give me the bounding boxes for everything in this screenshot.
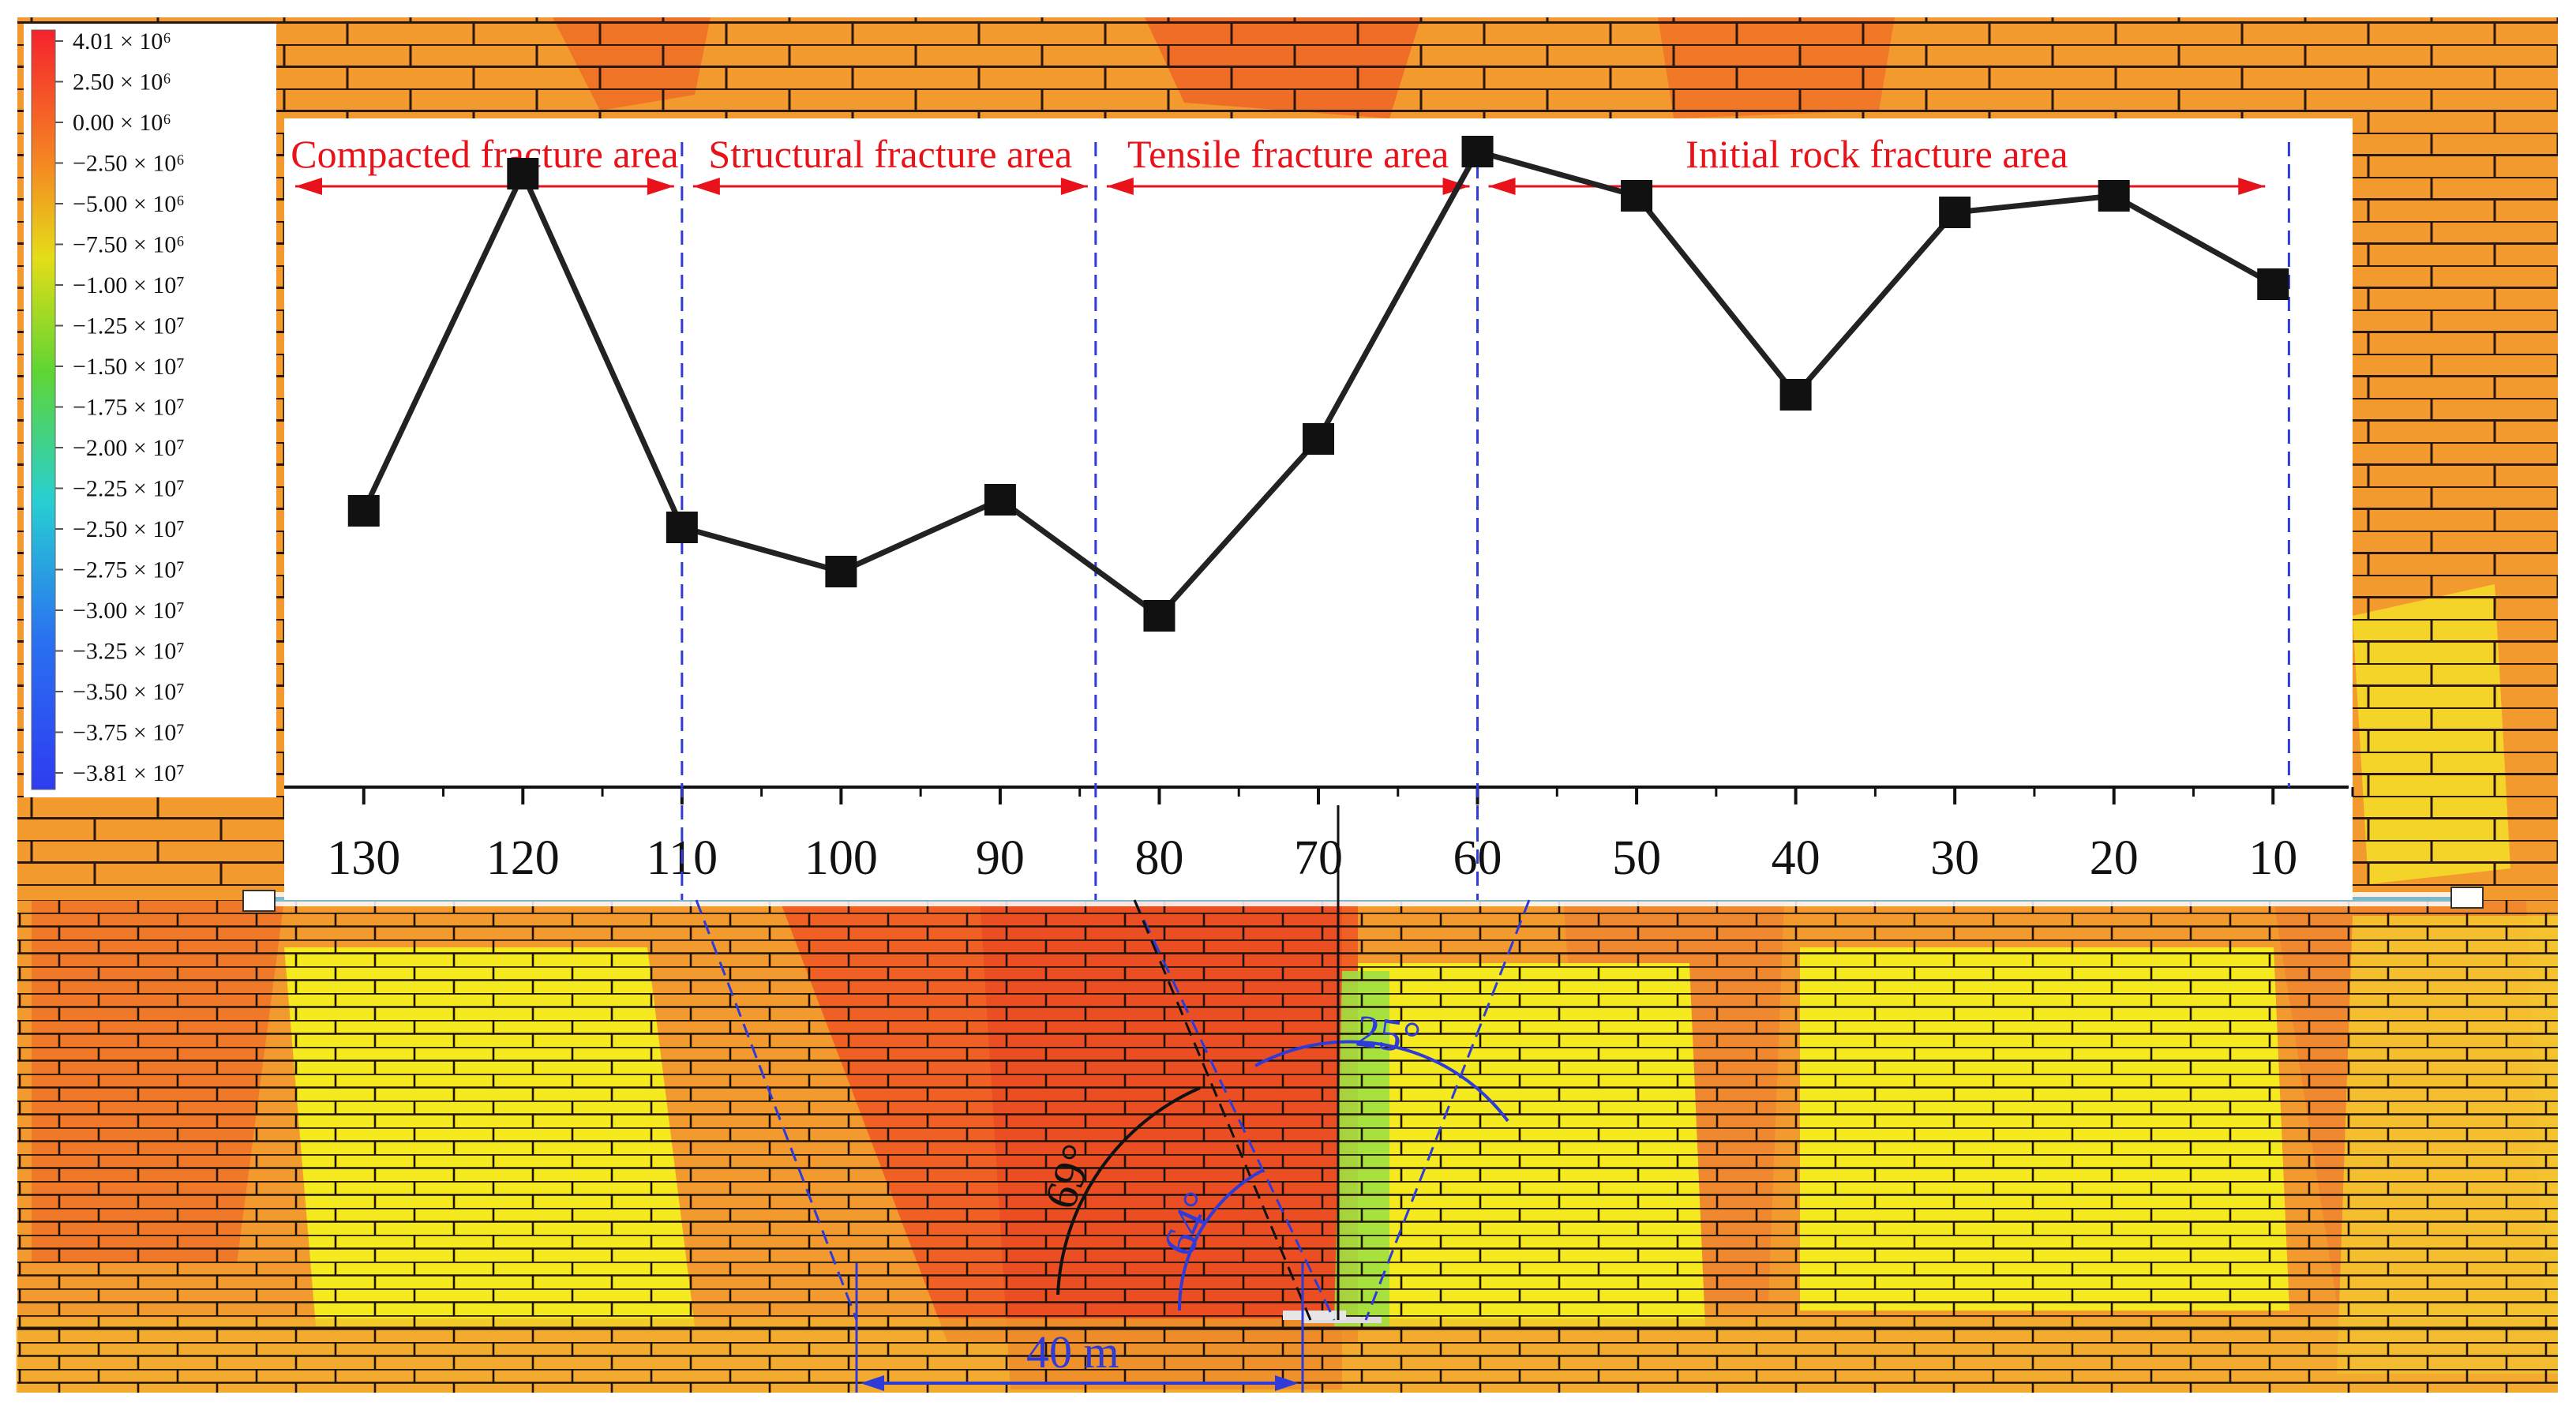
legend-label: −2.25 × 10⁷: [73, 476, 185, 502]
data-point: [666, 512, 698, 543]
width-dimension: 40 m: [855, 1263, 1304, 1393]
data-point: [1939, 197, 1971, 228]
legend-label: −3.75 × 10⁷: [73, 720, 185, 746]
legend-label: −3.50 × 10⁷: [73, 679, 185, 705]
x-tick-label: 70: [1294, 831, 1343, 885]
x-tick-label: 30: [1930, 831, 1979, 885]
data-point: [825, 556, 857, 587]
zone-label: Structural fracture area: [708, 132, 1072, 176]
legend-label: −5.00 × 10⁶: [73, 191, 185, 217]
x-tick-label: 90: [976, 831, 1025, 885]
zone-arrowhead-left: [1488, 178, 1516, 195]
zone-arrowhead-right: [1060, 178, 1088, 195]
data-point: [984, 484, 1016, 516]
legend-label: −1.25 × 10⁷: [73, 313, 185, 339]
zone-label: Initial rock fracture area: [1685, 132, 2068, 176]
x-tick-label: 80: [1134, 831, 1183, 885]
zone-arrowhead-right: [2238, 178, 2266, 195]
legend-label: −1.75 × 10⁷: [73, 395, 185, 421]
legend-label: 0.00 × 10⁶: [73, 110, 171, 136]
legend-label: −1.00 × 10⁷: [73, 272, 185, 298]
legend-label: 2.50 × 10⁶: [73, 69, 171, 96]
angle-arc-64: [1177, 1168, 1264, 1311]
legend-label: −2.75 × 10⁷: [73, 557, 185, 583]
x-tick-label: 40: [1772, 831, 1820, 885]
zone-label: Compacted fracture area: [291, 132, 678, 176]
angle-annotations: [1056, 805, 1509, 1320]
color-scale-legend: 4.01 × 10⁶ 2.50 × 10⁶ 0.00 × 10⁶ −2.50 × 10…: [24, 24, 276, 797]
data-point: [2257, 268, 2289, 300]
legend-label: −2.50 × 10⁶: [73, 151, 185, 177]
data-point: [1621, 180, 1653, 212]
legend-label: −1.50 × 10⁷: [73, 354, 185, 380]
x-tick-label: 50: [1612, 831, 1661, 885]
legend-label: 4.01 × 10⁶: [73, 28, 171, 54]
zone-arrowhead-left: [1106, 178, 1134, 195]
data-point: [1143, 600, 1176, 632]
zone-arrowhead-left: [295, 178, 322, 195]
legend-label: −3.81 × 10⁷: [73, 760, 185, 786]
legend-label: −3.25 × 10⁷: [73, 639, 185, 665]
fracture-lines: [695, 899, 1531, 1321]
angle-label-25: 25°: [1353, 1004, 1423, 1064]
chart-panel: 130 120 110 100 90 80 70 60 50 40 30 20 10 Compacted…: [284, 118, 2354, 900]
x-tick-label: 100: [804, 831, 878, 885]
x-tick-label: 120: [486, 831, 560, 885]
legend-label: −2.50 × 10⁷: [73, 516, 185, 542]
zone-arrowhead-right: [647, 178, 674, 195]
x-tick-label: 20: [2090, 831, 2139, 885]
legend-label: −7.50 × 10⁶: [73, 232, 185, 258]
width-label: 40 m: [1026, 1326, 1119, 1378]
data-point: [1779, 379, 1812, 411]
angle-arc-25: [1254, 1040, 1509, 1123]
x-tick-label: 10: [2248, 831, 2297, 885]
data-point: [347, 495, 380, 527]
data-point: [1461, 136, 1494, 167]
zone-label: Tensile fracture area: [1127, 132, 1449, 176]
legend-label: −2.00 × 10⁷: [73, 435, 185, 461]
x-tick-label: 130: [327, 831, 400, 885]
data-point: [1303, 423, 1334, 455]
legend-label: −3.00 × 10⁷: [73, 598, 185, 624]
angle-arc-69: [1056, 1086, 1201, 1296]
data-point: [2098, 180, 2130, 212]
data-point: [507, 158, 539, 189]
zone-arrowhead-left: [692, 178, 720, 195]
